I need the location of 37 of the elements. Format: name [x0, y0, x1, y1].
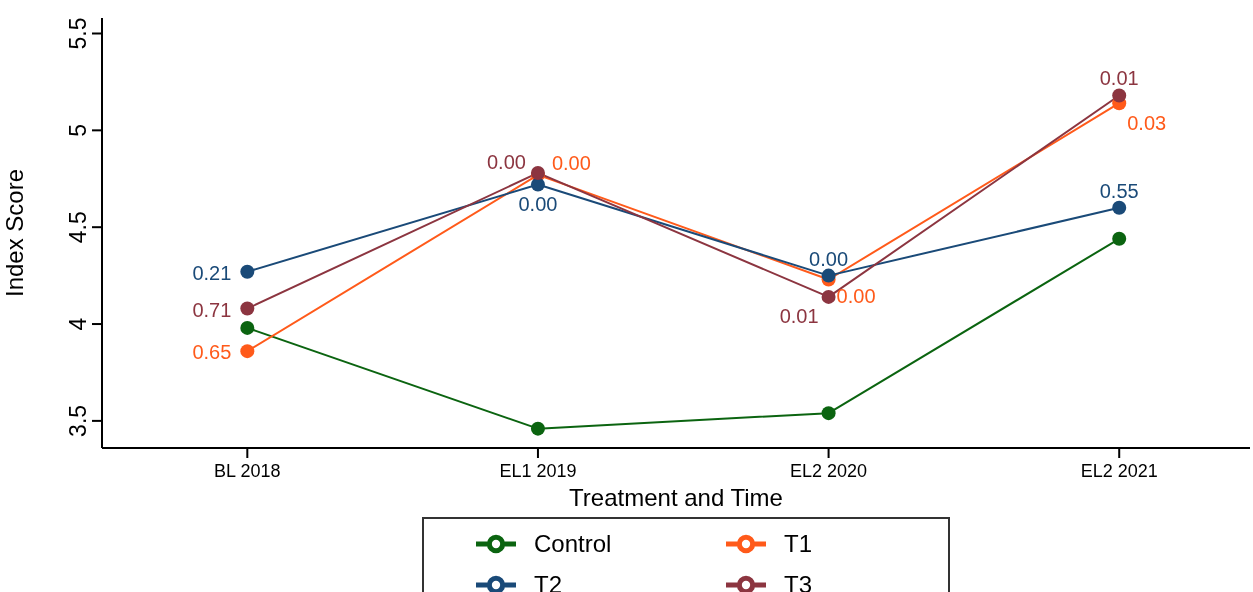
point: [530, 177, 545, 192]
annotation: 0.71: [192, 298, 232, 321]
annotation: 0.03: [1127, 112, 1167, 135]
y-tick-label: 4.5: [65, 211, 91, 244]
point: [821, 289, 836, 304]
y-tick-label: 5: [65, 123, 91, 137]
point: [240, 301, 255, 316]
x-axis-title: Treatment and Time: [569, 484, 783, 511]
x-tick-label: BL 2018: [214, 460, 281, 481]
y-tick-label: 3.5: [65, 404, 91, 437]
point: [1112, 88, 1127, 103]
legend-label: T1: [784, 530, 813, 557]
legend-label: Control: [534, 530, 612, 557]
point: [821, 406, 836, 421]
point: [821, 268, 836, 283]
annotation: 0.01: [1099, 67, 1139, 90]
annotation: 0.00: [809, 247, 849, 270]
annotation: 0.55: [1099, 179, 1139, 202]
point: [240, 264, 255, 279]
annotation: 0.00: [836, 285, 876, 308]
x-tick-label: EL2 2020: [790, 460, 868, 481]
point: [240, 344, 255, 359]
x-tick-label: EL1 2019: [499, 460, 577, 481]
annotation: 0.00: [551, 151, 591, 174]
annotation: 0.01: [779, 304, 819, 327]
annotation: 0.00: [518, 192, 558, 215]
annotation: 0.00: [487, 150, 526, 173]
point: [1112, 200, 1127, 215]
point: [1112, 231, 1127, 246]
point: [530, 421, 545, 436]
x-tick-label: EL2 2021: [1080, 460, 1158, 481]
y-tick-label: 4: [65, 317, 91, 331]
annotation: 0.21: [192, 261, 232, 284]
point: [240, 320, 255, 335]
y-tick-label: 5.5: [65, 17, 91, 50]
annotation: 0.65: [192, 341, 232, 364]
y-axis-title: Index Score: [0, 168, 28, 298]
